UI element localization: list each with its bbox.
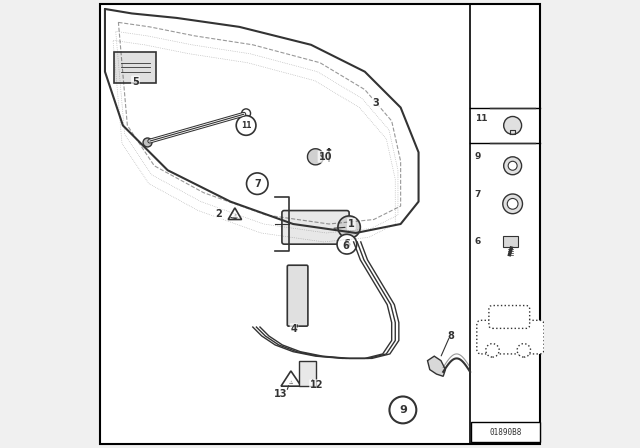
Circle shape: [236, 116, 256, 135]
Circle shape: [503, 194, 522, 214]
Circle shape: [242, 109, 251, 118]
Circle shape: [246, 173, 268, 194]
FancyBboxPatch shape: [472, 422, 540, 442]
Text: 11: 11: [475, 114, 487, 123]
Text: 01890B8: 01890B8: [490, 428, 522, 437]
FancyBboxPatch shape: [100, 4, 540, 444]
FancyBboxPatch shape: [477, 320, 544, 354]
Circle shape: [389, 396, 417, 423]
Polygon shape: [228, 208, 242, 220]
Circle shape: [504, 157, 522, 175]
Text: 3: 3: [372, 98, 380, 108]
Circle shape: [337, 234, 356, 254]
Text: 13: 13: [274, 389, 287, 399]
Circle shape: [517, 344, 531, 357]
Text: 1: 1: [348, 219, 355, 229]
Circle shape: [338, 216, 360, 238]
FancyBboxPatch shape: [282, 211, 349, 244]
Circle shape: [486, 344, 499, 357]
Polygon shape: [281, 371, 301, 386]
Circle shape: [143, 138, 152, 147]
Text: 8: 8: [448, 331, 454, 341]
FancyBboxPatch shape: [299, 361, 316, 386]
Text: 9: 9: [475, 152, 481, 161]
Polygon shape: [428, 356, 445, 376]
Text: 11: 11: [241, 121, 252, 130]
Text: 2: 2: [215, 209, 221, 219]
Text: 7: 7: [475, 190, 481, 199]
Text: 10: 10: [319, 152, 332, 162]
Text: ⚠: ⚠: [232, 214, 237, 220]
Text: 9: 9: [399, 405, 407, 415]
Circle shape: [508, 198, 518, 209]
Circle shape: [504, 116, 522, 134]
Wedge shape: [307, 149, 324, 165]
Text: 6: 6: [342, 241, 349, 251]
Text: 4: 4: [291, 324, 298, 334]
Text: 6: 6: [344, 239, 350, 249]
FancyBboxPatch shape: [287, 265, 308, 326]
Circle shape: [508, 161, 517, 170]
Text: 5: 5: [132, 77, 139, 86]
FancyBboxPatch shape: [503, 236, 518, 247]
Text: 7: 7: [254, 179, 260, 189]
FancyBboxPatch shape: [114, 52, 157, 83]
FancyBboxPatch shape: [489, 306, 530, 328]
Text: 6: 6: [475, 237, 481, 246]
Text: 12: 12: [310, 380, 324, 390]
Text: ⚠: ⚠: [289, 379, 293, 385]
